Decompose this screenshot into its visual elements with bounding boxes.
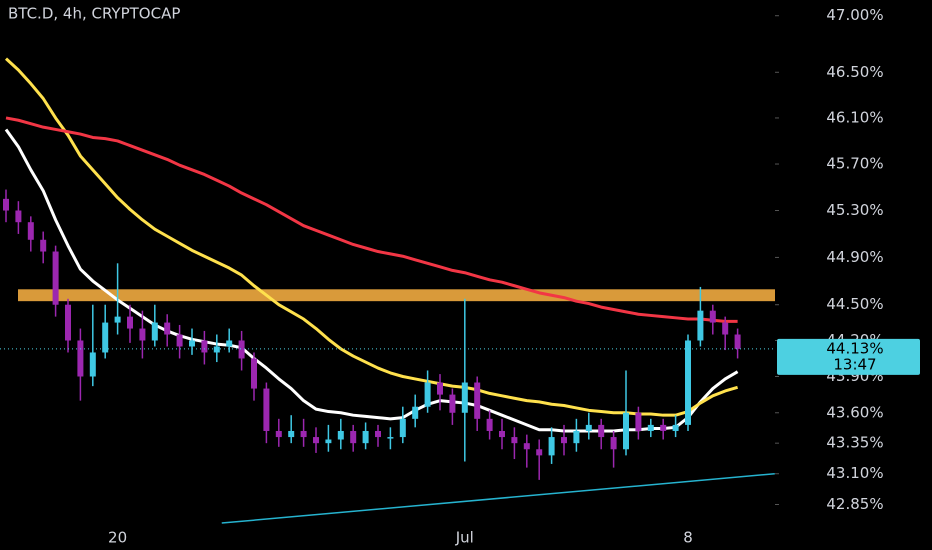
candle-body [65, 304, 71, 341]
candle-body [201, 340, 208, 353]
candle-body [77, 340, 84, 377]
y-tick-label: 43.35% [826, 434, 883, 452]
y-tick-label: 44.50% [826, 295, 883, 313]
y-tick-label: 43.10% [826, 464, 883, 482]
candle-body [536, 449, 543, 456]
candle-body [511, 437, 518, 444]
candle-body [660, 424, 667, 431]
countdown: 13:47 [833, 355, 876, 373]
y-tick-label: 44.90% [826, 248, 883, 266]
candle-body [27, 222, 34, 240]
candle-body [89, 352, 96, 377]
trendline [221, 472, 775, 524]
candle-body [375, 430, 381, 438]
candle-body [350, 430, 357, 444]
candle-body [213, 346, 220, 353]
candle-body [164, 322, 171, 335]
candle-body [52, 251, 59, 305]
last-price-label: 44.13% [826, 339, 883, 357]
candle-body [263, 388, 270, 431]
candle-body [151, 322, 158, 341]
candle-body [176, 334, 183, 347]
x-tick-label: Jul [455, 529, 474, 547]
y-tick-label: 46.10% [826, 108, 883, 126]
candle-body [610, 437, 617, 450]
chart-title: BTC.D, 4h, CRYPTOCAP [8, 5, 180, 23]
candle-body [251, 358, 257, 389]
candle-body [548, 437, 555, 456]
candle-body [399, 418, 406, 438]
resistance-band [18, 289, 775, 302]
y-tick-label: 45.70% [826, 155, 883, 173]
candle-body [288, 430, 295, 438]
candle-body [3, 198, 9, 211]
x-tick-label: 20 [108, 529, 127, 547]
candle-body [585, 424, 592, 431]
y-tick-label: 47.00% [826, 6, 883, 24]
candle-body [189, 340, 195, 347]
candle-body [424, 382, 431, 407]
candle-body [139, 328, 146, 341]
candle-body [561, 437, 567, 444]
candle-body [734, 334, 741, 349]
candle-body [672, 424, 679, 431]
candle-body [697, 310, 704, 341]
candle-body [486, 418, 493, 431]
moving-average [4, 57, 739, 417]
y-tick-label: 42.85% [826, 495, 883, 513]
candle-body [127, 316, 133, 329]
candle-body [647, 424, 654, 431]
y-tick-label: 46.50% [826, 63, 883, 81]
candle-body [449, 394, 456, 413]
candle-body [573, 430, 580, 444]
candle-body [114, 316, 121, 323]
x-tick-label: 8 [683, 529, 693, 547]
last-price-tag [777, 338, 920, 375]
candle-body [226, 340, 233, 347]
candle-body [598, 424, 605, 438]
y-tick-label: 45.30% [826, 201, 883, 219]
candle-body [437, 382, 443, 395]
candle-body [499, 430, 505, 438]
candle-body [623, 412, 629, 450]
candle-body [523, 443, 530, 450]
candle-body [337, 430, 344, 440]
candle-body [40, 239, 47, 252]
candle-body [238, 340, 245, 359]
moving-average [5, 116, 738, 323]
candle-body [474, 382, 481, 419]
moving-average [4, 128, 739, 433]
candle-body [275, 430, 282, 438]
candle-body [461, 382, 468, 413]
candle-body [722, 322, 729, 335]
candle-body [300, 430, 307, 438]
candle-body [102, 322, 109, 353]
candle-body [412, 406, 419, 419]
candle-body [15, 210, 22, 223]
candle-body [387, 437, 394, 439]
candle-body [325, 439, 332, 444]
candle-body [362, 430, 369, 444]
candle-body [685, 340, 691, 425]
candle-body [709, 310, 716, 323]
candle-body [313, 437, 319, 444]
y-tick-label: 43.60% [826, 403, 883, 421]
candle-body [635, 412, 642, 431]
